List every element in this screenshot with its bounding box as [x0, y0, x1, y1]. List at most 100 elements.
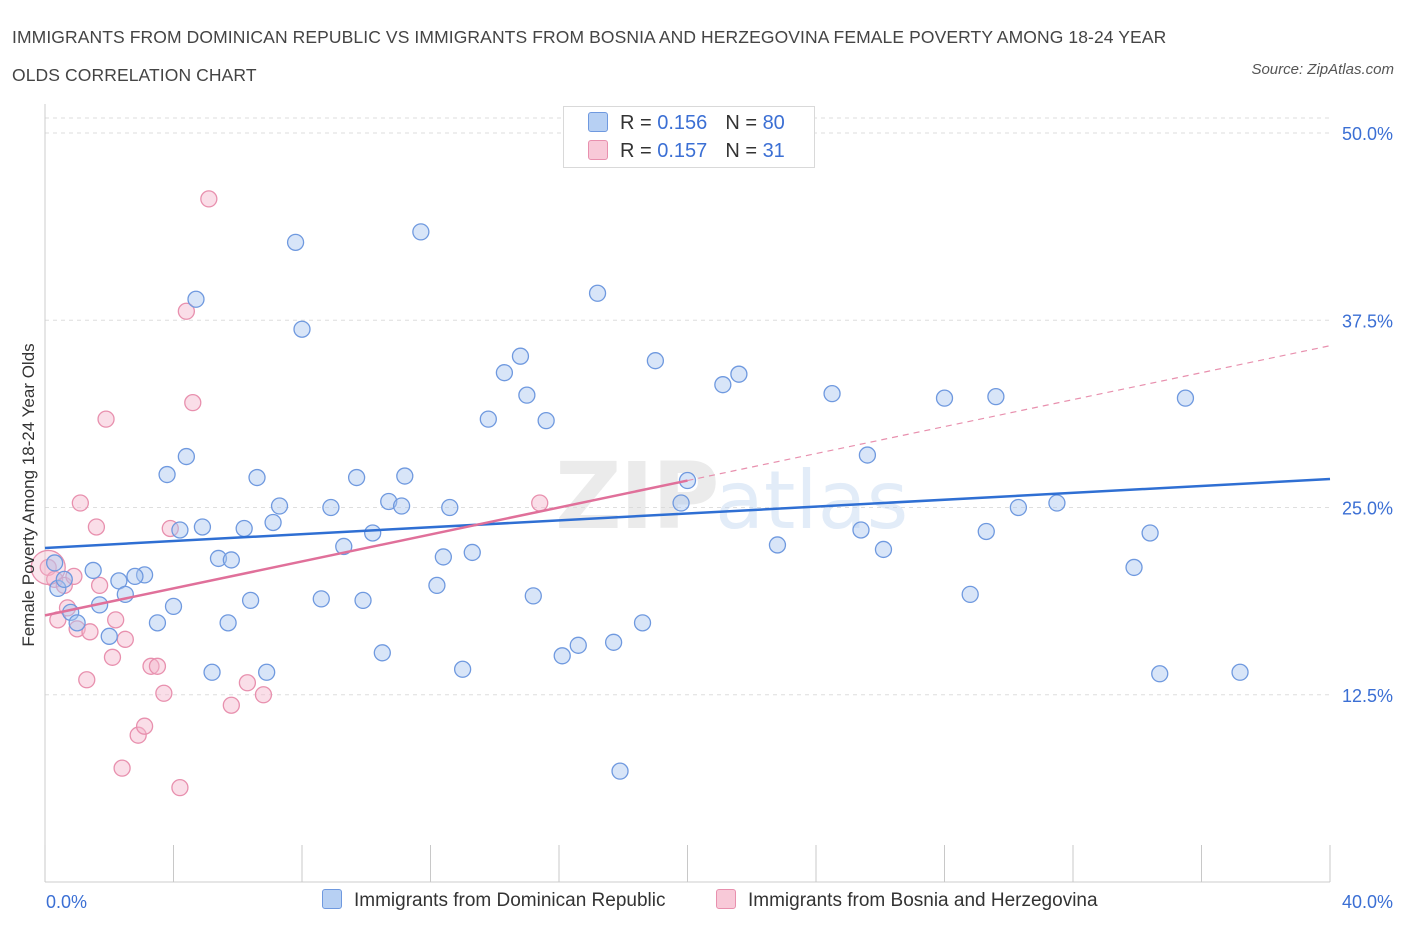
data-point-dominican [852, 521, 870, 539]
chart-title: IMMIGRANTS FROM DOMINICAN REPUBLIC VS IM… [12, 27, 1167, 85]
data-point-dominican [100, 627, 118, 645]
data-point-bosnia [531, 494, 549, 512]
data-point-bosnia [71, 494, 89, 512]
data-point-dominican [1009, 498, 1028, 517]
data-point-bosnia [116, 630, 134, 648]
blue-swatch [322, 889, 342, 909]
r-label: R = [620, 112, 658, 134]
watermark-atlas: atlas [715, 454, 908, 547]
data-point-dominican [45, 554, 64, 572]
data-point-bosnia [171, 778, 189, 797]
trend-line-dominican [44, 477, 1331, 550]
data-point-bosnia [68, 620, 86, 638]
data-point-dominican [373, 644, 391, 662]
data-point-dominican [396, 467, 414, 485]
y-axis-label: Female Poverty Among 18-24 Year Olds [19, 343, 38, 647]
data-point-dominican [611, 762, 629, 780]
r-value: 0.156 [657, 112, 708, 134]
data-point-bosnia [129, 726, 147, 744]
legend-item-dominican[interactable]: Immigrants from Dominican Republic [322, 889, 666, 912]
stats-legend: R = 0.156 N = 80 R = 0.157 N = 31 [563, 106, 815, 168]
data-point-bosnia [87, 518, 106, 536]
data-point-dominican [335, 537, 353, 556]
data-point-dominican [241, 591, 260, 610]
data-point-dominican [463, 543, 481, 562]
data-point-dominican [158, 465, 176, 484]
stats-row-dominican: R = 0.156 N = 80 [588, 112, 785, 136]
data-point-dominican [1125, 558, 1143, 577]
data-point-bosnia [78, 671, 96, 689]
pink-swatch [588, 140, 608, 160]
data-point-dominican [1231, 663, 1249, 681]
data-point-dominican [537, 411, 555, 430]
legend-label: Immigrants from Dominican Republic [354, 890, 666, 911]
data-point-dominican [646, 352, 665, 370]
n-label: N = [725, 140, 763, 162]
points-dominican [45, 223, 1249, 780]
data-point-dominican [524, 587, 542, 605]
stats-row-bosnia: R = 0.157 N = 31 [588, 140, 785, 164]
data-point-dominican [322, 498, 340, 517]
data-point-dominican [1151, 665, 1169, 683]
legend-label: Immigrants from Bosnia and Herzegovina [748, 890, 1098, 911]
data-point-dominican [203, 663, 221, 681]
data-point-dominican [171, 521, 189, 539]
points-bosnia [30, 190, 549, 797]
data-point-dominican [633, 614, 652, 632]
data-point-dominican [222, 551, 240, 569]
data-point-dominican [286, 233, 305, 252]
data-point-dominican [553, 647, 571, 665]
y-tick-label: 50.0% [1342, 124, 1393, 144]
data-point-dominican [347, 468, 366, 487]
data-point-dominican [569, 636, 587, 654]
data-point-bosnia [177, 302, 196, 320]
data-point-dominican [604, 633, 623, 651]
data-point-dominican [219, 614, 237, 632]
data-point-dominican [511, 347, 530, 365]
data-point-dominican [768, 536, 787, 554]
data-point-dominican [495, 364, 514, 382]
data-point-dominican [209, 549, 228, 568]
data-point-bosnia [142, 657, 160, 675]
axes [44, 104, 1331, 883]
trend-line-bosnia [44, 479, 688, 617]
data-point-bosnia [103, 648, 122, 666]
trend-lines [44, 345, 1331, 617]
data-point-dominican [293, 320, 311, 338]
watermark: ZIP atlas [555, 443, 908, 550]
tick-labels: 12.5% 25.0% 37.5% 50.0% 0.0% 40.0% [46, 124, 1393, 912]
watermark-zip: ZIP [555, 443, 717, 550]
data-point-dominican [441, 498, 459, 517]
data-point-dominican [258, 663, 276, 681]
data-point-dominican [270, 497, 289, 515]
data-point-bosnia [254, 686, 273, 704]
data-point-dominican [961, 585, 979, 604]
legend-item-bosnia[interactable]: Immigrants from Bosnia and Herzegovina [716, 889, 1098, 912]
data-point-dominican [126, 567, 144, 586]
r-value: 0.157 [657, 140, 708, 162]
data-point-dominican [1048, 494, 1066, 512]
data-point-dominican [193, 518, 212, 536]
data-point-dominican [987, 387, 1005, 406]
data-point-dominican [354, 591, 372, 610]
data-point-dominican [392, 497, 411, 515]
data-point-bosnia [65, 567, 83, 586]
data-point-dominican [55, 570, 73, 589]
n-value: 31 [762, 140, 785, 162]
data-point-bosnia [107, 611, 125, 629]
grid-lines [45, 117, 1330, 696]
data-point-dominican [148, 614, 167, 632]
data-point-dominican [453, 660, 472, 678]
data-point-bosnia [90, 576, 109, 595]
data-point-dominican [935, 389, 954, 407]
data-point-dominican [1176, 389, 1195, 407]
data-point-dominican [248, 468, 266, 487]
data-point-dominican [84, 561, 102, 580]
n-value: 80 [762, 112, 785, 134]
data-point-dominican [1141, 524, 1159, 542]
data-point-dominican [479, 410, 497, 428]
pink-swatch [716, 889, 736, 909]
y-tick-label: 37.5% [1342, 311, 1393, 331]
blue-swatch [588, 112, 608, 132]
